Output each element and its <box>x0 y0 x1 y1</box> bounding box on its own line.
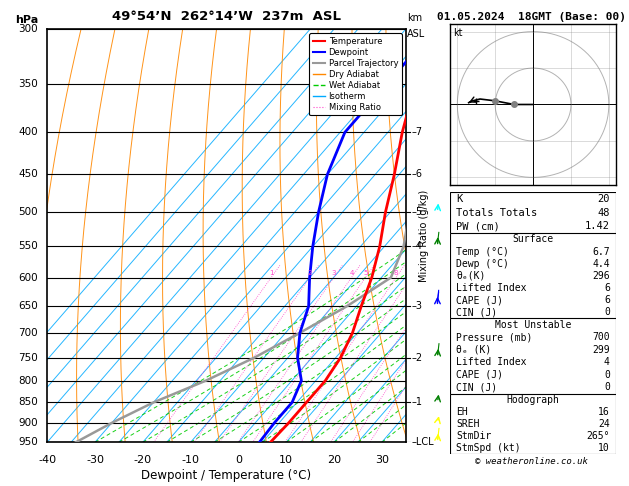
Text: –3: –3 <box>411 301 422 311</box>
Text: 5: 5 <box>363 270 367 276</box>
Text: Temp (°C): Temp (°C) <box>457 246 509 257</box>
Text: 6: 6 <box>604 283 610 293</box>
Text: 700: 700 <box>592 332 610 342</box>
Legend: Temperature, Dewpoint, Parcel Trajectory, Dry Adiabat, Wet Adiabat, Isotherm, Mi: Temperature, Dewpoint, Parcel Trajectory… <box>309 34 401 116</box>
Text: SREH: SREH <box>457 419 480 429</box>
Text: 01.05.2024  18GMT (Base: 00): 01.05.2024 18GMT (Base: 00) <box>437 12 626 22</box>
Text: hPa: hPa <box>15 15 38 25</box>
Text: CAPE (J): CAPE (J) <box>457 370 503 380</box>
Text: Hodograph: Hodograph <box>506 395 560 405</box>
Text: 20: 20 <box>598 194 610 204</box>
Text: km: km <box>408 13 423 23</box>
Text: 296: 296 <box>592 271 610 281</box>
Text: –4: –4 <box>411 242 422 251</box>
Text: Lifted Index: Lifted Index <box>457 283 527 293</box>
Text: 650: 650 <box>18 301 38 311</box>
Text: 0: 0 <box>604 370 610 380</box>
Text: –6: –6 <box>411 170 422 179</box>
Text: 750: 750 <box>18 352 38 363</box>
Text: 950: 950 <box>18 437 38 447</box>
Text: Most Unstable: Most Unstable <box>495 320 571 330</box>
Text: Totals Totals: Totals Totals <box>457 208 538 218</box>
Text: 2: 2 <box>308 270 312 276</box>
Text: 6: 6 <box>604 295 610 305</box>
Text: 900: 900 <box>19 418 38 428</box>
Text: –1: –1 <box>411 398 422 407</box>
Text: 0: 0 <box>235 455 242 465</box>
Text: 400: 400 <box>19 127 38 137</box>
Text: Dewpoint / Temperature (°C): Dewpoint / Temperature (°C) <box>142 469 311 482</box>
Text: 0: 0 <box>604 307 610 317</box>
Text: -40: -40 <box>38 455 56 465</box>
Text: θₑ(K): θₑ(K) <box>457 271 486 281</box>
Text: –2: –2 <box>411 352 422 363</box>
Text: StmDir: StmDir <box>457 431 492 441</box>
Text: PW (cm): PW (cm) <box>457 222 500 231</box>
Text: 4: 4 <box>349 270 353 276</box>
Text: -10: -10 <box>182 455 199 465</box>
Text: 4: 4 <box>604 357 610 367</box>
Text: kt: kt <box>454 28 463 38</box>
Text: © weatheronline.co.uk: © weatheronline.co.uk <box>475 457 588 466</box>
Text: 600: 600 <box>19 273 38 282</box>
Text: 350: 350 <box>18 79 38 89</box>
Text: 1: 1 <box>269 270 274 276</box>
Text: Lifted Index: Lifted Index <box>457 357 527 367</box>
Text: 10: 10 <box>598 443 610 453</box>
Text: 10: 10 <box>279 455 293 465</box>
Text: 299: 299 <box>592 345 610 355</box>
Text: –7: –7 <box>411 127 422 137</box>
Text: Surface: Surface <box>513 234 554 244</box>
Text: 20: 20 <box>327 455 341 465</box>
Text: 30: 30 <box>375 455 389 465</box>
Text: 800: 800 <box>19 376 38 386</box>
Text: CIN (J): CIN (J) <box>457 382 498 392</box>
Text: 0: 0 <box>604 382 610 392</box>
Text: θₑ (K): θₑ (K) <box>457 345 492 355</box>
Text: 265°: 265° <box>586 431 610 441</box>
Text: 850: 850 <box>18 398 38 407</box>
Text: 48: 48 <box>598 208 610 218</box>
Text: CAPE (J): CAPE (J) <box>457 295 503 305</box>
Text: 16: 16 <box>598 407 610 417</box>
Text: 49°54’N  262°14’W  237m  ASL: 49°54’N 262°14’W 237m ASL <box>112 10 341 23</box>
Text: 1.42: 1.42 <box>585 222 610 231</box>
Text: 24: 24 <box>598 419 610 429</box>
Text: 700: 700 <box>19 328 38 338</box>
Text: ASL: ASL <box>408 29 426 39</box>
Text: 500: 500 <box>19 207 38 217</box>
Text: 550: 550 <box>18 242 38 251</box>
Text: 6.7: 6.7 <box>592 246 610 257</box>
Text: CIN (J): CIN (J) <box>457 307 498 317</box>
Text: Pressure (mb): Pressure (mb) <box>457 332 533 342</box>
Text: Mixing Ratio (g/kg): Mixing Ratio (g/kg) <box>419 190 429 282</box>
Text: -30: -30 <box>86 455 104 465</box>
Text: StmSpd (kt): StmSpd (kt) <box>457 443 521 453</box>
Text: 450: 450 <box>18 170 38 179</box>
Text: Dewp (°C): Dewp (°C) <box>457 259 509 269</box>
Text: K: K <box>457 194 463 204</box>
Text: –5: –5 <box>411 207 422 217</box>
Text: 3: 3 <box>331 270 336 276</box>
Text: EH: EH <box>457 407 468 417</box>
Text: 8: 8 <box>394 270 398 276</box>
Text: –LCL: –LCL <box>411 437 434 447</box>
Text: 300: 300 <box>19 24 38 34</box>
Text: 4.4: 4.4 <box>592 259 610 269</box>
Text: -20: -20 <box>134 455 152 465</box>
